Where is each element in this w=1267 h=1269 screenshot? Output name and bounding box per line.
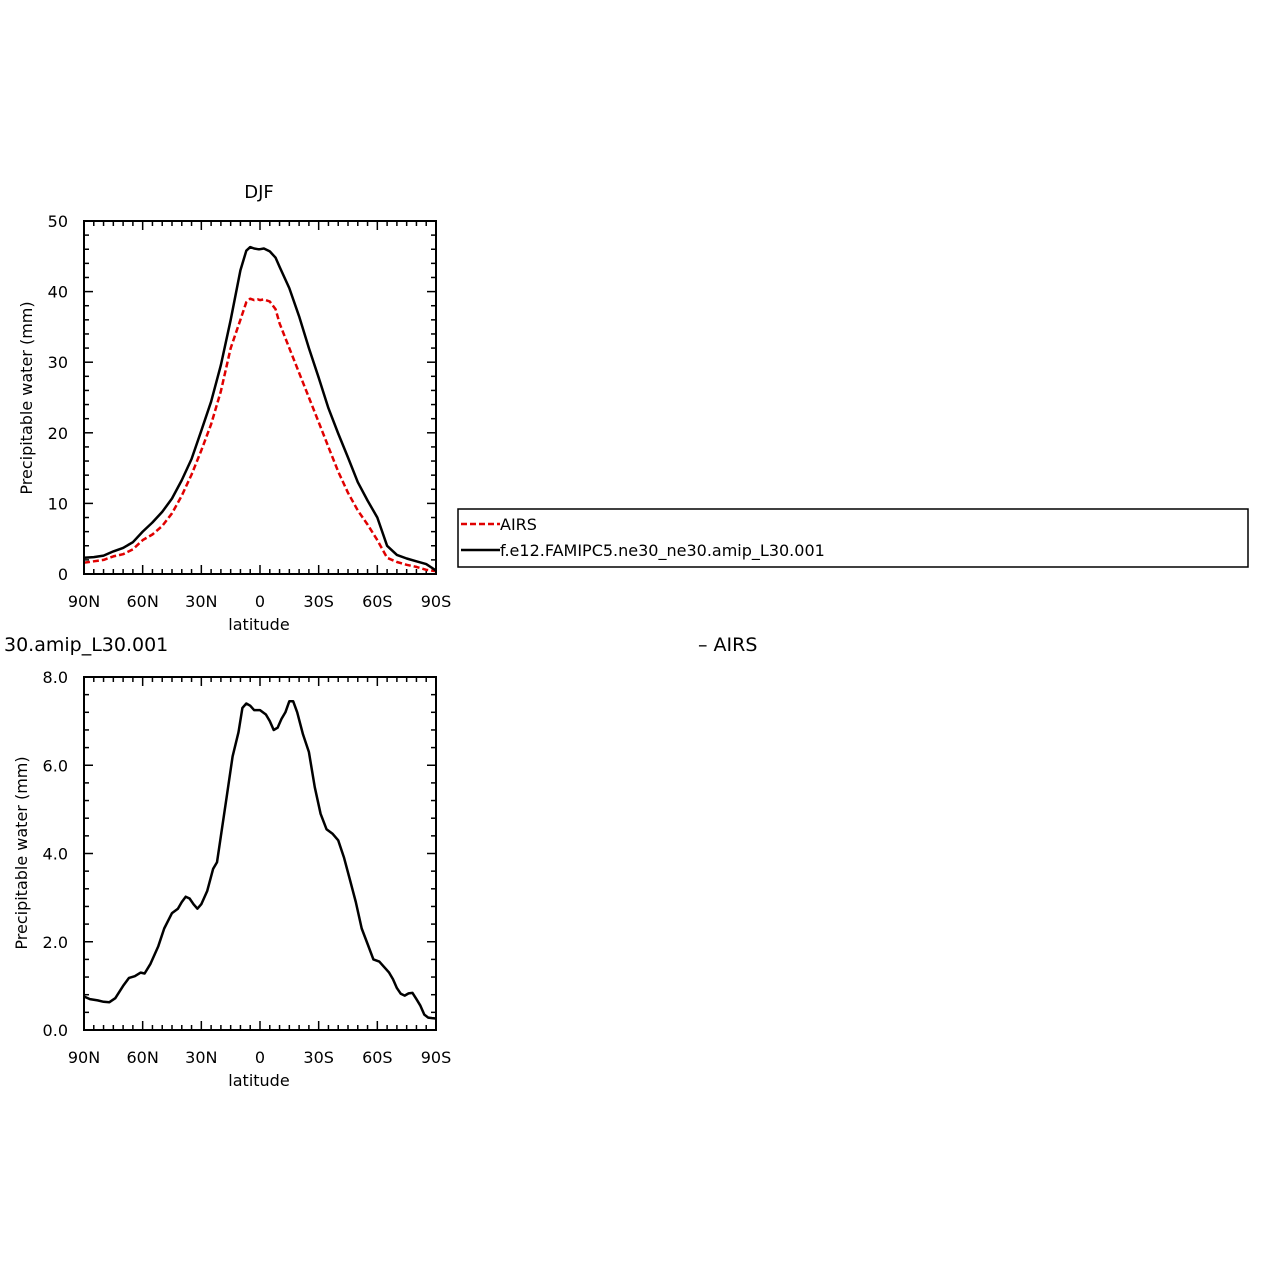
chart2-xtick-label: 30S xyxy=(303,1048,334,1067)
chart1-series-1 xyxy=(83,245,437,572)
chart1-ytick-label: 50 xyxy=(48,212,68,231)
chart1-ylabel: Precipitable water (mm) xyxy=(17,301,36,494)
chart1-legend: AIRS f.e12.FAMIPC5.ne30_ne30.amip_L30.00… xyxy=(457,508,1249,568)
chart2-ytick-label: 2.0 xyxy=(43,933,68,952)
chart1-xtick-label: 90S xyxy=(421,592,452,611)
legend-entry-airs: AIRS xyxy=(500,515,537,534)
chart2-ytick-label: 4.0 xyxy=(43,845,68,864)
chart1-ytick-label: 40 xyxy=(48,283,68,302)
chart2-plot-frame xyxy=(83,676,437,1031)
chart1-ytick-label: 0 xyxy=(58,565,68,584)
chart1-series-0 xyxy=(83,297,437,573)
chart1-ytick-label: 20 xyxy=(48,424,68,443)
chart2-xtick-label: 60S xyxy=(362,1048,393,1067)
chart2-xtick-label: 90N xyxy=(68,1048,100,1067)
chart1-xtick-label: 30N xyxy=(185,592,217,611)
chart1-xtick-label: 90N xyxy=(68,592,100,611)
chart2-xtick-label: 90S xyxy=(421,1048,452,1067)
chart2-ytick-label: 6.0 xyxy=(43,756,68,775)
chart1-ytick-label: 10 xyxy=(48,494,68,513)
chart2-xtick-label: 0 xyxy=(255,1048,265,1067)
chart1-xtick-label: 0 xyxy=(255,592,265,611)
chart-difference: 30.amip_L30.001 – AIRS Precipitable wate… xyxy=(4,634,757,1090)
chart2-ytick-label: 8.0 xyxy=(43,668,68,687)
chart1-xtick-label: 30S xyxy=(303,592,334,611)
legend-box xyxy=(457,508,1249,568)
legend-entry-model: f.e12.FAMIPC5.ne30_ne30.amip_L30.001 xyxy=(500,541,825,561)
chart2-xlabel: latitude xyxy=(228,1071,289,1090)
chart-djf: DJF Precipitable water (mm) latitude 90N… xyxy=(17,182,451,634)
chart2-xtick-label: 60N xyxy=(127,1048,159,1067)
chart2-title-left: 30.amip_L30.001 xyxy=(4,634,168,656)
chart1-xlabel: latitude xyxy=(228,615,289,634)
chart2-ytick-label: 0.0 xyxy=(43,1021,68,1040)
chart2-series-0 xyxy=(83,700,437,1020)
chart1-plot-frame xyxy=(83,220,437,575)
chart1-xtick-label: 60N xyxy=(127,592,159,611)
chart1-title: DJF xyxy=(244,182,274,203)
chart2-ylabel: Precipitable water (mm) xyxy=(12,756,31,949)
chart1-ytick-label: 30 xyxy=(48,353,68,372)
chart2-title-right: – AIRS xyxy=(698,634,757,656)
chart1-xtick-label: 60S xyxy=(362,592,393,611)
chart2-xtick-label: 30N xyxy=(185,1048,217,1067)
